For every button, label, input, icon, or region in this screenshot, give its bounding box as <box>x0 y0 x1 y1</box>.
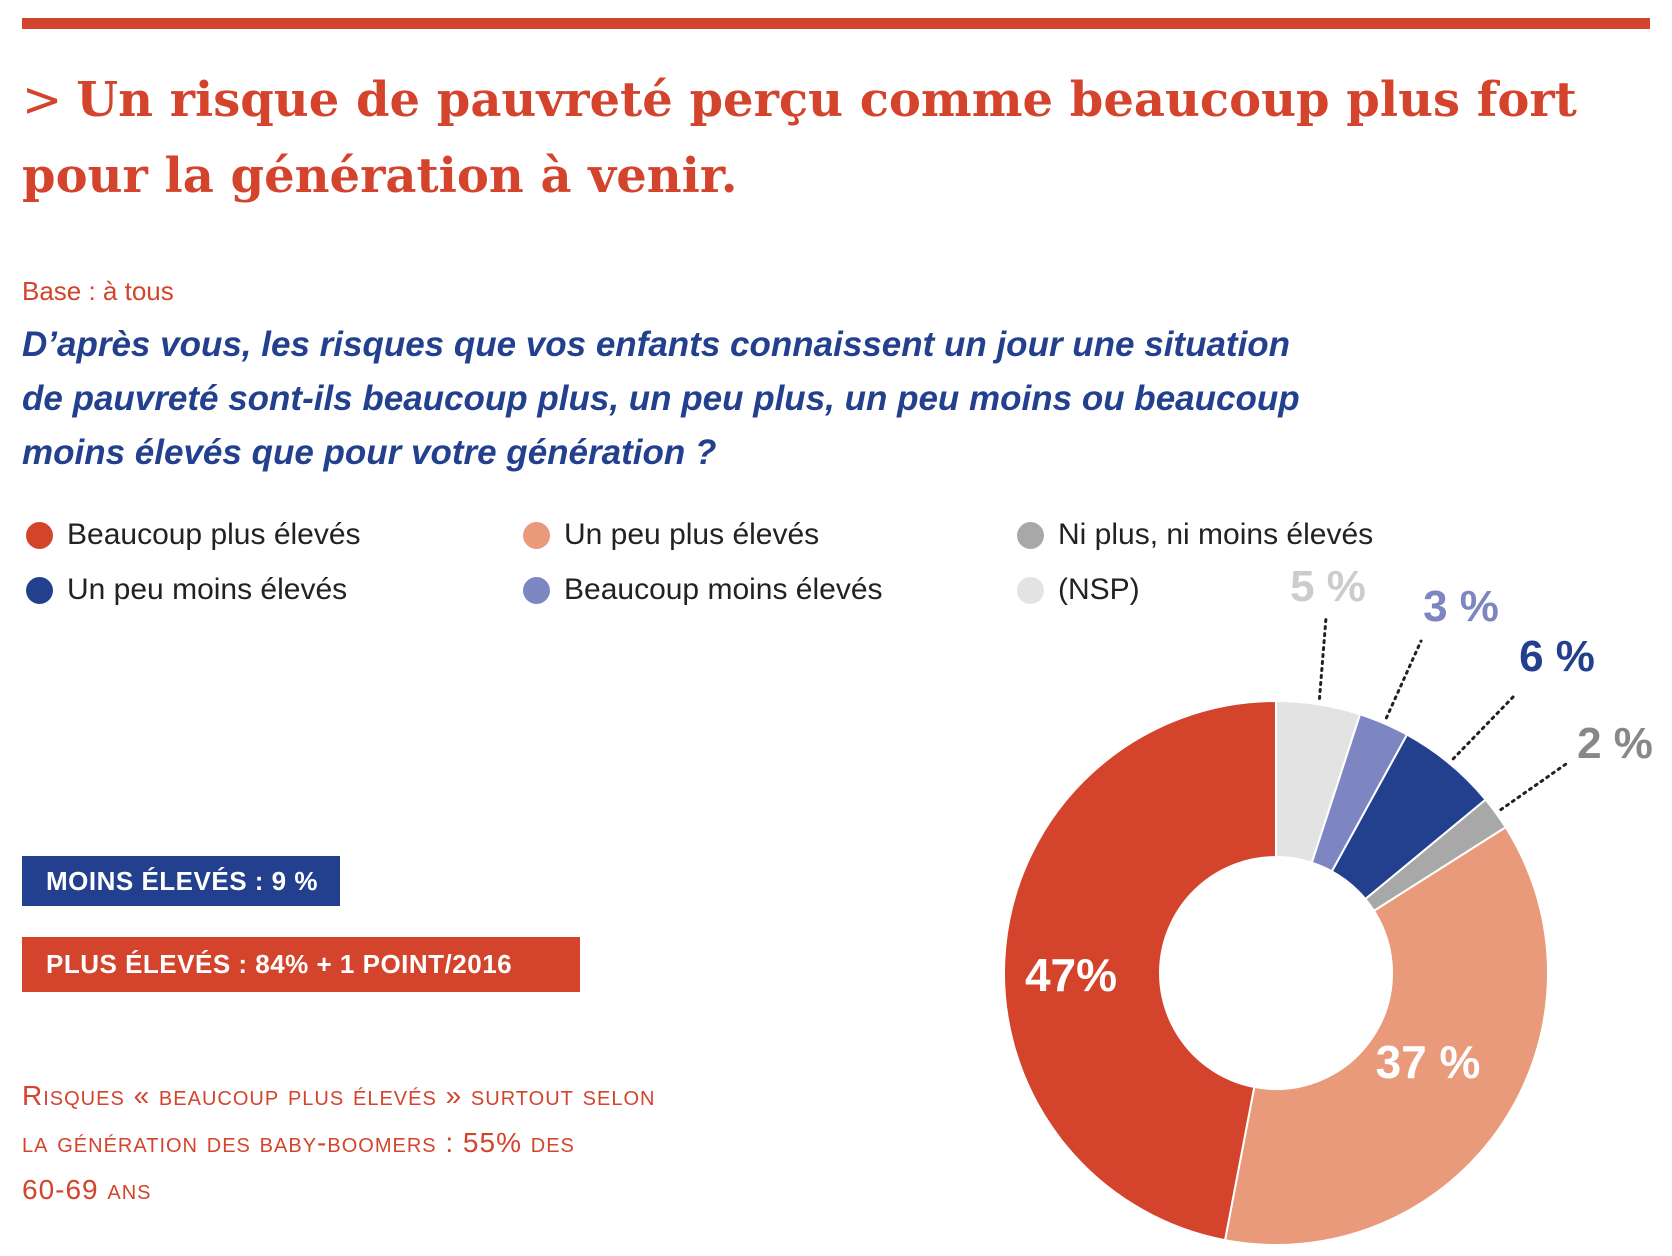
footnote: Risques « beaucoup plus élevés » surtout… <box>22 1072 842 1213</box>
badge-moins-eleves: MOINS ÉLEVÉS : 9 % <box>22 856 340 906</box>
badge-plus-eleves: PLUS ÉLEVÉS : 84% + 1 POINT/2016 <box>22 937 580 992</box>
question-line-3: moins élevés que pour votre génération ? <box>22 433 717 472</box>
legend-item-ni-plus-ni-moins: Ni plus, ni moins élevés <box>1017 518 1373 552</box>
legend-label: Ni plus, ni moins élevés <box>1058 518 1374 551</box>
legend-item-un-peu-moins: Un peu moins élevés <box>26 573 347 607</box>
callout-line <box>1451 693 1517 761</box>
legend-item-beaucoup-plus: Beaucoup plus élevés <box>26 518 361 552</box>
legend-dot-icon <box>523 521 550 549</box>
legend-dot-icon <box>1017 521 1044 549</box>
note-line-2: la génération des baby-boomers : 55% des <box>22 1127 575 1158</box>
legend-item-un-peu-plus: Un peu plus élevés <box>523 518 819 552</box>
callout-line <box>1317 616 1328 700</box>
chevron-right-icon: > <box>22 72 63 128</box>
survey-question: D’après vous, les risques que vos enfant… <box>22 318 1522 480</box>
question-line-1: D’après vous, les risques que vos enfant… <box>22 325 1291 364</box>
donut-slice <box>1003 699 1277 1242</box>
slice-value-label: 5 % <box>1290 562 1366 611</box>
legend-label: Un peu plus élevés <box>564 518 820 551</box>
slice-value-label: 2 % <box>1577 719 1653 768</box>
slice-value-label: 3 % <box>1423 582 1499 631</box>
legend-item-nsp: (NSP) <box>1017 573 1140 607</box>
legend-label: Beaucoup plus élevés <box>67 518 361 551</box>
page-title: > Un risque de pauvreté perçu comme beauc… <box>22 62 1577 214</box>
note-line-3: 60-69 ans <box>22 1174 152 1205</box>
legend-item-beaucoup-moins: Beaucoup moins élevés <box>523 573 883 607</box>
top-rule <box>22 18 1650 29</box>
legend-label: (NSP) <box>1058 573 1140 606</box>
question-line-2: de pauvreté sont-ils beaucoup plus, un p… <box>22 379 1300 418</box>
base-label: Base : à tous <box>22 276 174 306</box>
legend-label: Beaucoup moins élevés <box>564 573 883 606</box>
callout-line <box>1499 762 1568 812</box>
donut-slice <box>1223 825 1549 1246</box>
legend-dot-icon <box>1017 576 1044 604</box>
slice-value-label: 47% <box>1025 949 1117 1001</box>
slice-value-label: 6 % <box>1519 632 1595 681</box>
legend-dot-icon <box>26 576 53 604</box>
slice-value-label: 37 % <box>1376 1036 1481 1088</box>
callout-line <box>1384 639 1423 720</box>
title-line-1: Un risque de pauvreté perçu comme beauco… <box>76 72 1577 128</box>
title-line-2: pour la génération à venir. <box>22 148 738 204</box>
note-line-1: Risques « beaucoup plus élevés » surtout… <box>22 1080 656 1111</box>
legend-dot-icon <box>523 576 550 604</box>
legend-dot-icon <box>26 521 53 549</box>
legend-label: Un peu moins élevés <box>67 573 348 606</box>
